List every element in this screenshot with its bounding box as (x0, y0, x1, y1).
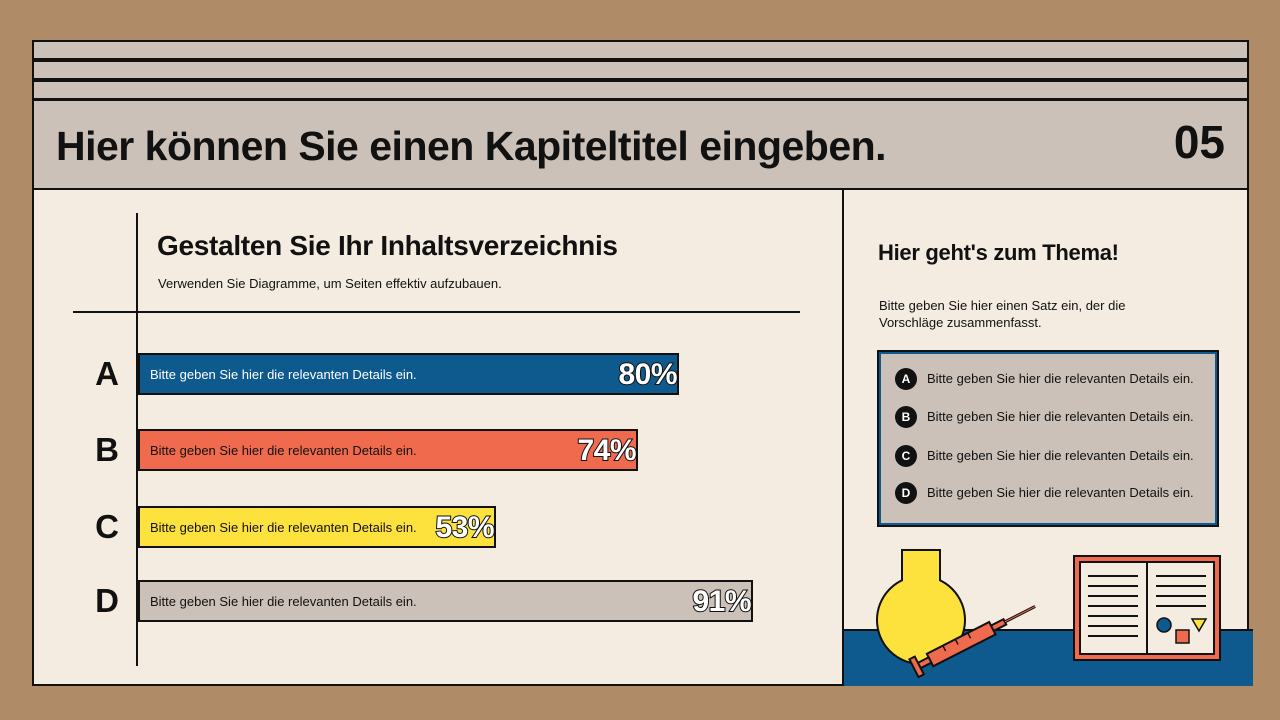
chapter-number: 05 (1173, 116, 1225, 168)
bar: Bitte geben Sie hier die relevanten Deta… (138, 506, 496, 548)
bar: Bitte geben Sie hier die relevanten Deta… (138, 353, 679, 395)
decor-stripe (32, 60, 1249, 80)
book-icon (1073, 555, 1221, 661)
letter-badge: D (895, 482, 917, 504)
toc-subtitle: Verwenden Sie Diagramme, um Seiten effek… (158, 276, 502, 291)
chart-axis-horizontal (73, 311, 800, 313)
decor-stripe (32, 40, 1249, 60)
chart-axis-vertical (136, 213, 138, 666)
bar-chart: A Bitte geben Sie hier die relevanten Det… (34, 42, 842, 686)
lab-illustration (876, 549, 1221, 679)
panel-divider (842, 189, 844, 686)
bar-value-label: 91% (691, 584, 752, 619)
bar-description: Bitte geben Sie hier die relevanten Deta… (150, 367, 417, 382)
syringe-icon (908, 605, 1036, 679)
details-list: A Bitte geben Sie hier die relevanten De… (877, 350, 1219, 527)
flask-icon (876, 549, 966, 665)
bar-description: Bitte geben Sie hier die relevanten Deta… (150, 594, 417, 609)
bar-value-label: 80% (617, 357, 678, 392)
bar: Bitte geben Sie hier die relevanten Deta… (138, 429, 638, 471)
letter-badge: B (895, 406, 917, 428)
chapter-title: Hier können Sie einen Kapiteltitel einge… (56, 123, 887, 169)
bar: Bitte geben Sie hier die relevanten Deta… (138, 580, 753, 622)
letter-badge: C (895, 445, 917, 467)
letter-badge: A (895, 368, 917, 390)
bar-description: Bitte geben Sie hier die relevanten Deta… (150, 443, 417, 458)
list-item-text: Bitte geben Sie hier die relevanten Deta… (927, 409, 1194, 424)
topic-title: Hier geht's zum Thema! (878, 240, 1119, 265)
bar-value-label: 74% (576, 433, 637, 468)
toc-title: Gestalten Sie Ihr Inhaltsverzeichnis (157, 230, 618, 261)
category-label: B (95, 431, 119, 468)
category-label: D (95, 582, 119, 619)
header-band: Hier können Sie einen Kapiteltitel einge… (32, 99, 1249, 190)
category-label: A (95, 355, 119, 392)
slide-frame: Hier können Sie einen Kapiteltitel einge… (32, 40, 1253, 686)
topic-summary: Bitte geben Sie hier einen Satz ein, der… (879, 298, 1126, 330)
list-item-text: Bitte geben Sie hier die relevanten Deta… (927, 448, 1194, 463)
category-label: C (95, 508, 119, 545)
list-item-text: Bitte geben Sie hier die relevanten Deta… (927, 485, 1194, 500)
list-item-text: Bitte geben Sie hier die relevanten Deta… (927, 371, 1194, 386)
bar-description: Bitte geben Sie hier die relevanten Deta… (150, 520, 417, 535)
bar-value-label: 53% (434, 510, 495, 545)
